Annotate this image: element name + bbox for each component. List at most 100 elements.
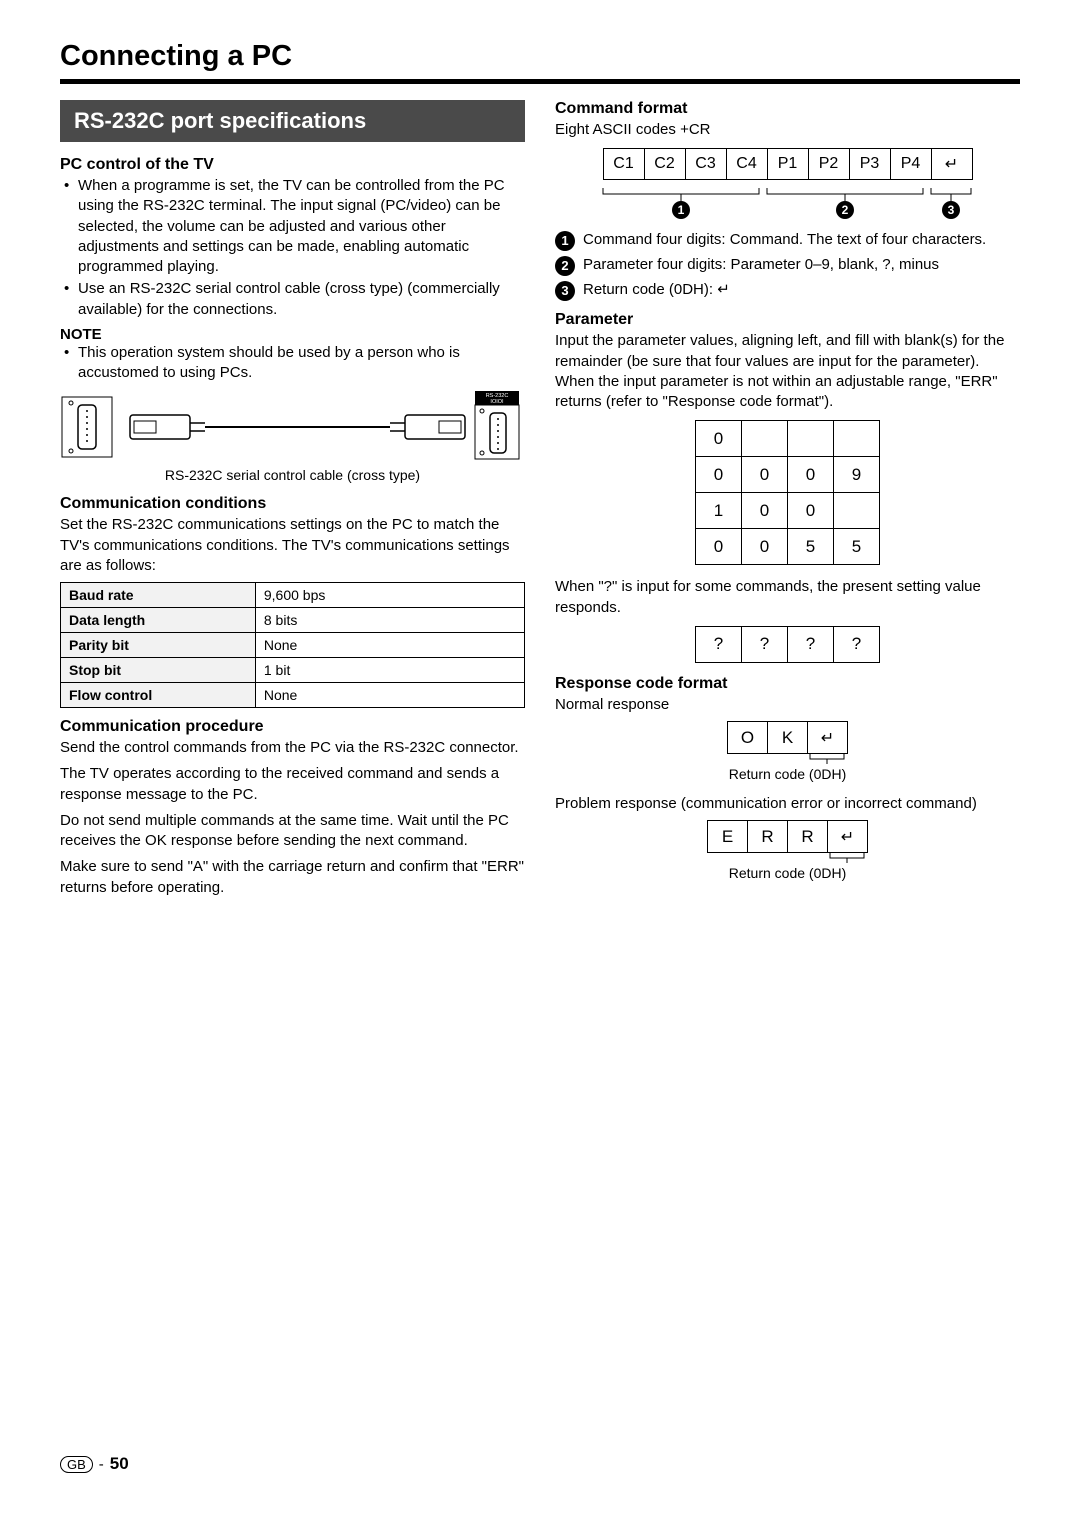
response-code-heading: Response code format (555, 675, 1020, 693)
marker-text: Return code (0DH): ↵ (583, 280, 730, 301)
cmd-cell: C2 (644, 148, 686, 180)
comm-settings-table: Baud rate9,600 bps Data length8 bits Par… (60, 582, 525, 708)
left-column: RS-232C port specifications PC control o… (60, 94, 525, 904)
param-cell: 0 (696, 421, 742, 457)
cmd-cell: P1 (767, 148, 809, 180)
param-cell: 5 (834, 529, 880, 565)
dash: - (99, 1456, 104, 1473)
parameter-heading: Parameter (555, 311, 1020, 329)
page-number: 50 (110, 1454, 129, 1474)
table-cell: None (255, 683, 524, 708)
two-column-layout: RS-232C port specifications PC control o… (60, 94, 1020, 904)
resp-cell: R (748, 821, 788, 853)
cmd-cell: P4 (890, 148, 932, 180)
parameter-text: Input the parameter values, aligning lef… (555, 331, 1020, 412)
section-heading: RS-232C port specifications (60, 100, 525, 142)
param-cell (788, 421, 834, 457)
cmd-cell: P3 (849, 148, 891, 180)
resp-cell: R (788, 821, 828, 853)
svg-text:2: 2 (841, 203, 848, 217)
marker-item: 2 Parameter four digits: Parameter 0–9, b… (555, 255, 1020, 276)
question-row-table: ???? (695, 626, 880, 663)
pc-control-heading: PC control of the TV (60, 156, 525, 174)
marker-text: Command four digits: Command. The text o… (583, 230, 986, 251)
err-response-table: ERR↵ (707, 820, 868, 853)
param-cell: ? (696, 626, 742, 662)
table-cell: None (255, 633, 524, 658)
param-cell (834, 421, 880, 457)
svg-text:1: 1 (677, 203, 684, 217)
page-footer: GB - 50 (60, 1454, 129, 1474)
cable-diagram: RS-232C IOIOI (60, 391, 525, 463)
resp-cell: O (728, 722, 768, 754)
marker-item: 3 Return code (0DH): ↵ (555, 280, 1020, 301)
svg-text:3: 3 (947, 203, 954, 217)
param-cell: 0 (742, 529, 788, 565)
cmd-format-sub: Eight ASCII codes +CR (555, 120, 1020, 140)
return-icon: ↵ (841, 827, 854, 847)
param-cell: 0 (788, 493, 834, 529)
region-badge: GB (60, 1456, 93, 1473)
marker-badge-1: 1 (555, 231, 575, 251)
param-cell: 0 (788, 457, 834, 493)
table-cell: Flow control (61, 683, 256, 708)
err-bracket (708, 851, 868, 863)
table-cell: Baud rate (61, 583, 256, 608)
comm-proc-para: Do not send multiple commands at the sam… (60, 811, 525, 852)
table-cell: 8 bits (255, 608, 524, 633)
resp-cell: E (708, 821, 748, 853)
param-cell (834, 493, 880, 529)
table-cell: 1 bit (255, 658, 524, 683)
param-cell: 5 (788, 529, 834, 565)
bullet-item: Use an RS-232C serial control cable (cro… (64, 279, 525, 320)
page-title: Connecting a PC (60, 40, 1020, 73)
comm-cond-text: Set the RS-232C communications settings … (60, 515, 525, 576)
marker-badge-3: 3 (555, 281, 575, 301)
cmd-cell: C3 (685, 148, 727, 180)
resp-cell: K (768, 722, 808, 754)
resp-cell: ↵ (828, 821, 868, 853)
ok-response-table: OK ↵ (727, 721, 848, 754)
param-cell: ? (788, 626, 834, 662)
param-note: When "?" is input for some commands, the… (555, 577, 1020, 618)
cmd-format-heading: Command format (555, 100, 1020, 118)
comm-proc-heading: Communication procedure (60, 718, 525, 736)
table-cell: Parity bit (61, 633, 256, 658)
marker-text: Parameter four digits: Parameter 0–9, bl… (583, 255, 939, 276)
param-cell: 0 (696, 457, 742, 493)
comm-proc-para: Send the control commands from the PC vi… (60, 738, 525, 758)
ok-bracket (728, 752, 848, 764)
param-example-table: 0 0009 100 0055 (695, 420, 880, 565)
table-cell: Stop bit (61, 658, 256, 683)
cmd-cell: C1 (603, 148, 645, 180)
param-cell: 0 (696, 529, 742, 565)
bullet-item: When a programme is set, the TV can be c… (64, 176, 525, 277)
svg-text:IOIOI: IOIOI (490, 399, 504, 405)
note-heading: NOTE (60, 326, 525, 343)
return-icon: ↵ (945, 154, 958, 174)
bracket-diagram: 1 2 3 (599, 184, 977, 220)
param-cell: 0 (742, 457, 788, 493)
marker-item: 1 Command four digits: Command. The text … (555, 230, 1020, 251)
table-cell: 9,600 bps (255, 583, 524, 608)
param-cell: 0 (742, 493, 788, 529)
param-cell: ? (742, 626, 788, 662)
cmd-cell: ↵ (931, 148, 973, 180)
bullet-item: This operation system should be used by … (64, 343, 525, 384)
marker-list: 1 Command four digits: Command. The text … (555, 230, 1020, 301)
ok-caption: Return code (0DH) (555, 766, 1020, 782)
cmd-cell: P2 (808, 148, 850, 180)
comm-proc-para: The TV operates according to the receive… (60, 764, 525, 805)
normal-response-label: Normal response (555, 695, 1020, 715)
comm-proc-para: Make sure to send "A" with the carriage … (60, 857, 525, 898)
return-icon: ↵ (821, 728, 834, 748)
pc-control-bullets: When a programme is set, the TV can be c… (60, 176, 525, 320)
param-cell: ? (834, 626, 880, 662)
resp-cell: ↵ (808, 722, 848, 754)
param-cell: 9 (834, 457, 880, 493)
marker-badge-2: 2 (555, 256, 575, 276)
note-bullets: This operation system should be used by … (60, 343, 525, 384)
err-caption: Return code (0DH) (555, 865, 1020, 881)
param-cell (742, 421, 788, 457)
param-cell: 1 (696, 493, 742, 529)
